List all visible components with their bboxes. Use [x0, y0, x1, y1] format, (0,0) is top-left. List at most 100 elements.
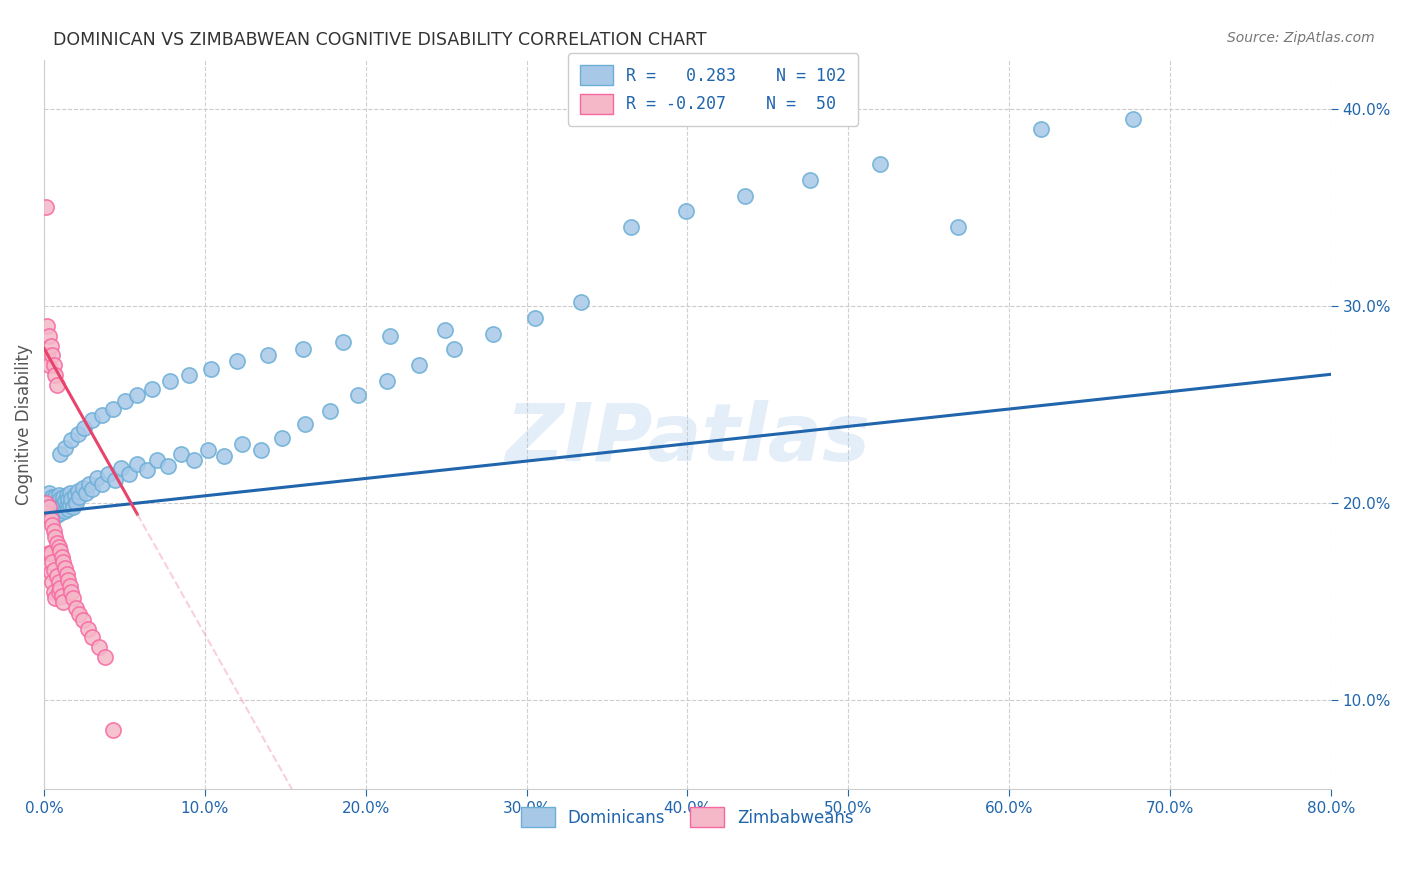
Point: [37, 492, 59, 507]
Point: [52, 491, 75, 505]
Point: [49, 492, 72, 507]
Point: [82, 631, 104, 645]
Point: [197, 443, 219, 458]
Point: [94, 650, 117, 665]
Point: [48, 585, 70, 599]
Point: [799, 173, 821, 187]
Point: [256, 348, 278, 362]
Point: [41, 348, 63, 362]
Point: [76, 623, 98, 637]
Point: [44, 591, 66, 605]
Point: [103, 401, 125, 416]
Point: [46, 378, 69, 392]
Point: [869, 157, 891, 171]
Point: [75, 486, 97, 500]
Point: [35, 201, 58, 215]
Point: [375, 374, 398, 388]
Point: [39, 512, 62, 526]
Point: [60, 585, 83, 599]
Point: [51, 589, 73, 603]
Point: [91, 476, 114, 491]
Point: [97, 467, 120, 481]
Point: [42, 524, 65, 538]
Point: [443, 343, 465, 357]
Point: [62, 591, 84, 605]
Point: [44, 498, 66, 512]
Point: [60, 433, 83, 447]
Point: [53, 504, 76, 518]
Point: [319, 403, 342, 417]
Point: [39, 494, 62, 508]
Point: [49, 543, 72, 558]
Point: [69, 607, 91, 621]
Point: [271, 431, 294, 445]
Point: [170, 447, 193, 461]
Point: [82, 483, 104, 497]
Point: [48, 575, 70, 590]
Point: [58, 492, 80, 507]
Text: DOMINICAN VS ZIMBABWEAN COGNITIVE DISABILITY CORRELATION CHART: DOMINICAN VS ZIMBABWEAN COGNITIVE DISABI…: [53, 31, 707, 49]
Point: [48, 504, 70, 518]
Point: [59, 498, 82, 512]
Point: [38, 486, 60, 500]
Legend: Dominicans, Zimbabweans: Dominicans, Zimbabweans: [513, 798, 862, 836]
Point: [52, 595, 75, 609]
Point: [38, 358, 60, 372]
Point: [69, 491, 91, 505]
Point: [59, 579, 82, 593]
Point: [49, 506, 72, 520]
Point: [37, 506, 59, 520]
Point: [346, 388, 368, 402]
Point: [63, 488, 86, 502]
Point: [231, 437, 253, 451]
Point: [44, 530, 66, 544]
Point: [183, 453, 205, 467]
Point: [620, 220, 643, 235]
Point: [250, 443, 273, 458]
Point: [156, 458, 179, 473]
Point: [41, 518, 63, 533]
Point: [38, 500, 60, 515]
Point: [66, 484, 89, 499]
Point: [44, 506, 66, 520]
Text: ZIPatlas: ZIPatlas: [505, 400, 870, 478]
Point: [433, 323, 456, 337]
Point: [42, 563, 65, 577]
Point: [65, 496, 87, 510]
Point: [226, 354, 249, 368]
Point: [48, 494, 70, 508]
Point: [200, 362, 222, 376]
Point: [73, 421, 96, 435]
Point: [38, 500, 60, 515]
Point: [51, 496, 73, 510]
Point: [65, 600, 87, 615]
Point: [55, 567, 77, 582]
Point: [91, 408, 114, 422]
Point: [49, 581, 72, 595]
Point: [734, 188, 756, 202]
Point: [127, 388, 149, 402]
Point: [52, 498, 75, 512]
Point: [46, 508, 69, 522]
Point: [58, 502, 80, 516]
Point: [42, 358, 65, 372]
Point: [141, 382, 163, 396]
Point: [110, 460, 132, 475]
Point: [127, 457, 149, 471]
Point: [177, 368, 200, 383]
Point: [675, 204, 697, 219]
Point: [104, 473, 127, 487]
Point: [53, 561, 76, 575]
Point: [39, 508, 62, 522]
Point: [37, 318, 59, 333]
Point: [66, 427, 89, 442]
Point: [38, 328, 60, 343]
Point: [159, 374, 181, 388]
Point: [37, 506, 59, 520]
Point: [946, 220, 969, 235]
Point: [51, 549, 73, 564]
Point: [39, 338, 62, 352]
Point: [39, 504, 62, 518]
Text: Source: ZipAtlas.com: Source: ZipAtlas.com: [1227, 31, 1375, 45]
Point: [41, 496, 63, 510]
